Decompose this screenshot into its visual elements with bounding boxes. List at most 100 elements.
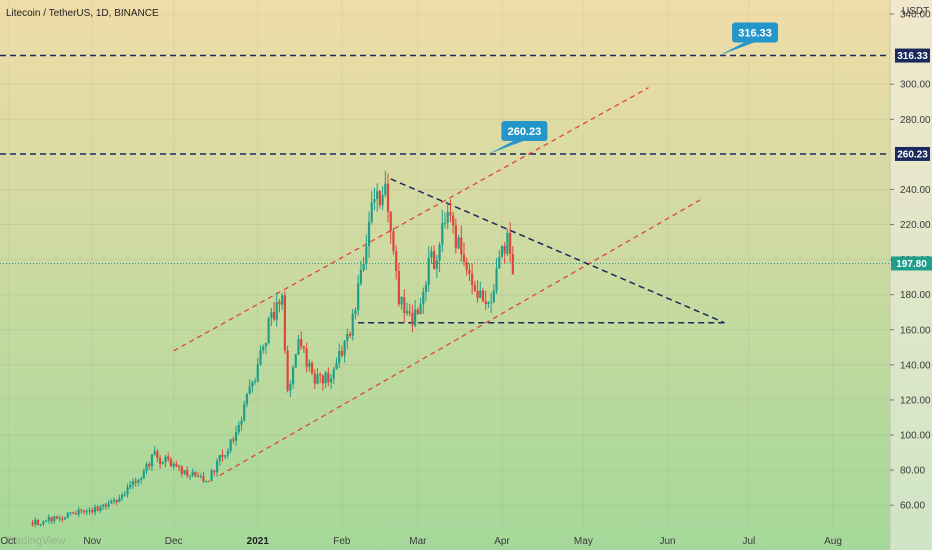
time-axis[interactable]: Oct Nov Dec 2021 Feb Mar Apr May Jun Jul Aug bbox=[0, 536, 842, 547]
time-tick-label: Jun bbox=[659, 536, 675, 547]
candle-body bbox=[362, 263, 365, 270]
candle-body bbox=[422, 291, 425, 305]
candle-body bbox=[389, 211, 392, 232]
candle-body bbox=[495, 268, 498, 291]
candle-body bbox=[85, 511, 88, 513]
price-tick-label: 160.00 bbox=[900, 325, 931, 336]
candle-body bbox=[340, 351, 343, 356]
candle-body bbox=[492, 290, 495, 302]
price-tick-label: 300.00 bbox=[900, 80, 931, 91]
candle-body bbox=[286, 350, 289, 391]
candle-body bbox=[395, 251, 398, 272]
candle-body bbox=[237, 424, 240, 432]
candle-body bbox=[191, 471, 194, 476]
time-tick-label: Apr bbox=[494, 536, 510, 547]
candle-body bbox=[177, 465, 181, 467]
price-axis-unit: USDT bbox=[902, 6, 929, 17]
candle-body bbox=[381, 194, 384, 206]
candle-body bbox=[180, 466, 183, 475]
candle-body bbox=[221, 454, 224, 457]
candle-body bbox=[102, 504, 105, 507]
candle-body bbox=[69, 512, 72, 514]
candle-body bbox=[503, 245, 506, 254]
candle-body bbox=[118, 497, 121, 503]
candle-body bbox=[88, 509, 91, 512]
candle-body bbox=[321, 375, 324, 384]
candle-body bbox=[329, 378, 333, 383]
candle-body bbox=[452, 215, 455, 226]
price-tick-label: 180.00 bbox=[900, 290, 931, 301]
candle-body bbox=[275, 302, 278, 320]
chart-title: Litecoin / TetherUS, 1D, BINANCE bbox=[6, 8, 159, 19]
price-axis-panel[interactable] bbox=[890, 0, 932, 550]
candle-body bbox=[248, 386, 251, 394]
candle-body bbox=[158, 457, 162, 464]
candle-body bbox=[121, 494, 124, 498]
candle-body bbox=[408, 311, 411, 314]
candle-body bbox=[473, 284, 476, 291]
candle-body bbox=[424, 284, 428, 292]
candle-body bbox=[36, 519, 40, 525]
candle-body bbox=[240, 420, 243, 425]
price-callouts[interactable]: 260.23 316.33 bbox=[488, 22, 779, 154]
candle-body bbox=[397, 271, 400, 305]
candle-body bbox=[479, 290, 482, 299]
candle-body bbox=[112, 499, 116, 501]
candle-body bbox=[376, 191, 379, 200]
candle-body bbox=[471, 273, 474, 285]
candle-body bbox=[281, 295, 284, 305]
price-tick-label: 120.00 bbox=[900, 395, 931, 406]
time-tick-label: Dec bbox=[165, 536, 183, 547]
candle-body bbox=[346, 334, 349, 341]
candle-body bbox=[199, 476, 202, 478]
candle-body bbox=[378, 191, 381, 206]
candle-body bbox=[332, 369, 335, 379]
time-tick-label: May bbox=[574, 536, 593, 547]
price-tick-label: 240.00 bbox=[900, 185, 931, 196]
time-tick-label: 2021 bbox=[247, 536, 270, 547]
price-tick-label: 340.00 bbox=[900, 10, 931, 21]
candle-body bbox=[435, 260, 438, 269]
callout-label: 316.33 bbox=[738, 28, 772, 40]
candle-body bbox=[427, 257, 430, 285]
candle-body bbox=[291, 367, 295, 384]
candle-body bbox=[297, 338, 300, 355]
candle-body bbox=[302, 346, 306, 349]
price-tick-label: 60.00 bbox=[900, 501, 925, 512]
time-tick-label: Jul bbox=[743, 536, 756, 547]
triangle-line bbox=[390, 178, 725, 324]
channel-line bbox=[173, 87, 649, 352]
candle-body bbox=[215, 461, 219, 473]
candle-body bbox=[104, 504, 107, 507]
candle-body bbox=[419, 304, 422, 315]
candle-body bbox=[411, 313, 414, 326]
candle-body bbox=[34, 519, 37, 525]
candle-body bbox=[167, 456, 170, 460]
candle-body bbox=[262, 346, 265, 351]
candle-body bbox=[414, 309, 417, 326]
candle-body bbox=[310, 362, 314, 374]
candle-body bbox=[148, 464, 151, 467]
candle-body bbox=[96, 506, 99, 511]
candle-body bbox=[93, 506, 97, 513]
time-tick-label: Aug bbox=[824, 536, 842, 547]
candle-body bbox=[226, 450, 230, 456]
candle-body bbox=[367, 221, 371, 247]
candle-body bbox=[267, 318, 270, 343]
channel-lines bbox=[173, 87, 701, 476]
candle-body bbox=[99, 506, 102, 511]
candle-body bbox=[338, 351, 341, 363]
candle-body bbox=[229, 439, 232, 451]
candle-body bbox=[500, 245, 504, 257]
candle-body bbox=[218, 454, 221, 462]
candle-body bbox=[283, 295, 287, 351]
candle-body bbox=[351, 313, 354, 336]
candle-body bbox=[161, 462, 164, 464]
price-tick-label: 80.00 bbox=[900, 466, 925, 477]
candle-body bbox=[446, 212, 449, 223]
candle-body bbox=[354, 310, 357, 314]
candle-body bbox=[386, 183, 390, 212]
candle-body bbox=[359, 269, 362, 284]
level-price-badge-label: 316.33 bbox=[897, 51, 928, 62]
level-price-badge bbox=[895, 48, 930, 63]
